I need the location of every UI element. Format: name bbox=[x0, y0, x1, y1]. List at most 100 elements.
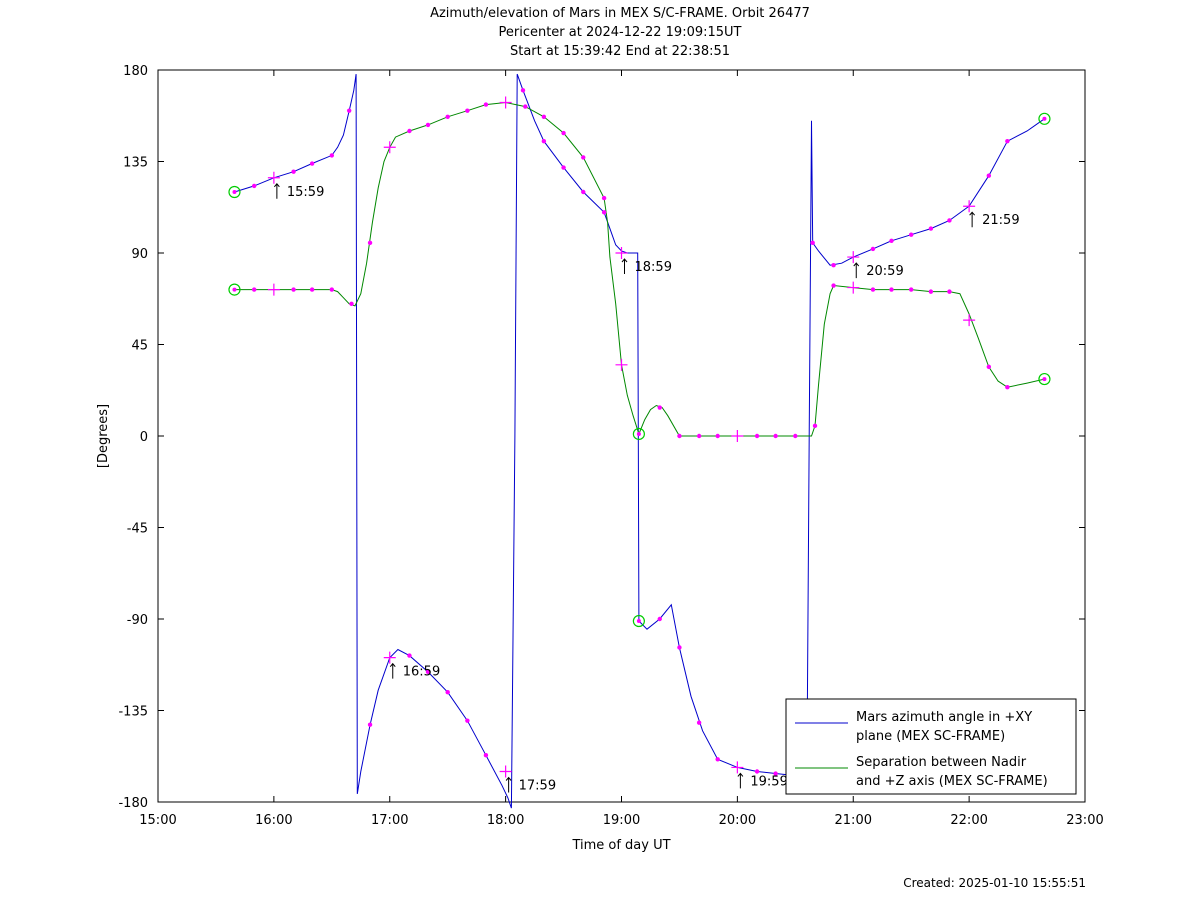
series-1-marker-23 bbox=[812, 423, 818, 429]
series-1-marker-24 bbox=[831, 283, 836, 288]
y-tick-label-6: -90 bbox=[127, 613, 148, 628]
series-0-marker-25 bbox=[889, 238, 894, 243]
series-0-marker-29 bbox=[986, 173, 992, 178]
series-1-marker-3 bbox=[329, 287, 335, 292]
series-1-marker-21 bbox=[773, 433, 778, 439]
x-axis-label: Time of day UT bbox=[571, 838, 670, 853]
series-1-marker-25 bbox=[870, 287, 876, 292]
chart-title: Azimuth/elevation of Mars in MEX S/C-FRA… bbox=[430, 6, 810, 21]
series-0-marker-1 bbox=[291, 169, 296, 174]
series-1-marker-29 bbox=[947, 289, 952, 294]
annotation-arrow-4 bbox=[737, 772, 744, 789]
legend-label-azimuth-line1: Mars azimuth angle in +XY bbox=[856, 710, 1032, 725]
series-1-marker-4 bbox=[349, 301, 354, 307]
annotation-arrow-3 bbox=[621, 258, 628, 274]
hour-cross-marker-12 bbox=[847, 281, 860, 294]
series-0-marker-27 bbox=[928, 226, 934, 231]
created-timestamp: Created: 2025-01-10 15:55:51 bbox=[903, 876, 1086, 890]
annotation-arrow-0 bbox=[273, 182, 280, 199]
series-0-marker-22 bbox=[810, 240, 815, 246]
x-tick-label-3: 18:00 bbox=[487, 813, 524, 828]
series-1-marker-27 bbox=[908, 287, 914, 292]
hour-cross-marker-1 bbox=[383, 651, 396, 664]
annotation-label-4: 19:59 bbox=[750, 774, 787, 789]
annotation-label-3: 18:59 bbox=[635, 260, 672, 275]
series-0-marker-23 bbox=[831, 263, 836, 268]
annotation-arrow-1 bbox=[389, 662, 396, 679]
series-0-marker-20 bbox=[754, 769, 760, 774]
chart-subtitle-pericenter: Pericenter at 2024-12-22 19:09:15UT bbox=[498, 25, 742, 40]
series-0-marker-10 bbox=[483, 753, 489, 758]
series-1-marker-19 bbox=[715, 433, 720, 439]
series-1-marker-22 bbox=[793, 433, 798, 439]
series-0-marker-17 bbox=[677, 645, 682, 650]
series-0-marker-15 bbox=[601, 210, 607, 215]
series-1-marker-9 bbox=[465, 108, 470, 113]
endpoint-dot-2 bbox=[636, 431, 641, 436]
hour-cross-marker-3 bbox=[615, 247, 628, 259]
series-0-marker-19 bbox=[715, 757, 720, 762]
endpoint-dot-4 bbox=[1042, 116, 1047, 121]
x-tick-label-5: 20:00 bbox=[719, 813, 756, 828]
endpoint-dot-3 bbox=[636, 619, 641, 624]
legend-label-separation-line2: and +Z axis (MEX SC-FRAME) bbox=[856, 774, 1048, 789]
y-axis-label: [Degrees] bbox=[96, 404, 111, 468]
legend: Mars azimuth angle in +XY plane (MEX SC-… bbox=[785, 698, 1077, 795]
series-1-marker-7 bbox=[425, 122, 431, 128]
hour-cross-marker-9 bbox=[499, 96, 512, 109]
series-0-marker-24 bbox=[870, 246, 876, 252]
series-1-marker-10 bbox=[483, 102, 489, 107]
hour-cross-marker-6 bbox=[963, 200, 976, 213]
series-0-marker-11 bbox=[520, 88, 526, 93]
series-0-marker-18 bbox=[696, 720, 702, 725]
series-line-0 bbox=[234, 73, 1045, 809]
series-0-marker-13 bbox=[561, 165, 566, 170]
y-tick-label-7: -135 bbox=[118, 705, 148, 720]
series-1-marker-8 bbox=[445, 114, 450, 119]
series-1-marker-15 bbox=[601, 195, 607, 201]
x-tick-label-2: 17:00 bbox=[371, 813, 408, 828]
annotation-label-1: 16:59 bbox=[403, 665, 440, 680]
series-0-marker-26 bbox=[908, 232, 914, 237]
series-1-marker-31 bbox=[1005, 385, 1010, 390]
x-tick-label-1: 16:00 bbox=[255, 813, 292, 828]
endpoint-circle-5 bbox=[1038, 372, 1051, 386]
series-0-marker-4 bbox=[346, 108, 352, 113]
series-0-marker-3 bbox=[329, 153, 335, 158]
series-1-marker-16 bbox=[657, 405, 662, 410]
endpoint-dot-5 bbox=[1042, 377, 1047, 382]
legend-box bbox=[785, 698, 1077, 795]
annotation-arrow-5 bbox=[853, 262, 860, 279]
series-0-marker-30 bbox=[1005, 138, 1010, 144]
annotation-label-5: 20:59 bbox=[866, 264, 903, 279]
endpoint-circle-3 bbox=[632, 614, 645, 628]
endpoint-dot-1 bbox=[232, 287, 237, 292]
hour-cross-marker-7 bbox=[267, 283, 280, 296]
x-tick-label-6: 21:00 bbox=[835, 813, 872, 828]
series-1-marker-13 bbox=[561, 130, 566, 136]
hour-cross-marker-2 bbox=[499, 765, 512, 778]
series-1-marker-28 bbox=[928, 289, 934, 294]
series-1-marker-14 bbox=[581, 155, 586, 160]
legend-label-azimuth-line2: plane (MEX SC-FRAME) bbox=[856, 729, 1005, 744]
y-tick-label-1: 135 bbox=[123, 156, 148, 171]
series-1-marker-12 bbox=[541, 114, 547, 119]
series-0-marker-9 bbox=[465, 718, 470, 723]
chart-subtitle-start-end: Start at 15:39:42 End at 22:38:51 bbox=[509, 44, 731, 59]
x-tick-label-0: 15:00 bbox=[139, 813, 176, 828]
series-1-marker-6 bbox=[407, 128, 412, 134]
y-tick-label-5: -45 bbox=[127, 522, 148, 537]
annotation-label-6: 21:59 bbox=[982, 213, 1019, 228]
series-1-marker-11 bbox=[523, 104, 528, 109]
series-0-marker-0 bbox=[251, 183, 257, 189]
y-tick-label-2: 90 bbox=[131, 247, 148, 262]
endpoint-circle-2 bbox=[632, 427, 645, 441]
legend-label-separation-line1: Separation between Nadir bbox=[856, 755, 1027, 770]
annotation-label-0: 15:59 bbox=[287, 185, 324, 200]
series-0-marker-8 bbox=[445, 690, 450, 695]
series-0-marker-2 bbox=[309, 161, 315, 166]
series-1-marker-18 bbox=[696, 433, 702, 439]
annotation-label-2: 17:59 bbox=[519, 779, 556, 794]
series-0-marker-21 bbox=[773, 771, 778, 776]
chart-title-block: Azimuth/elevation of Mars in MEX S/C-FRA… bbox=[0, 4, 1200, 61]
